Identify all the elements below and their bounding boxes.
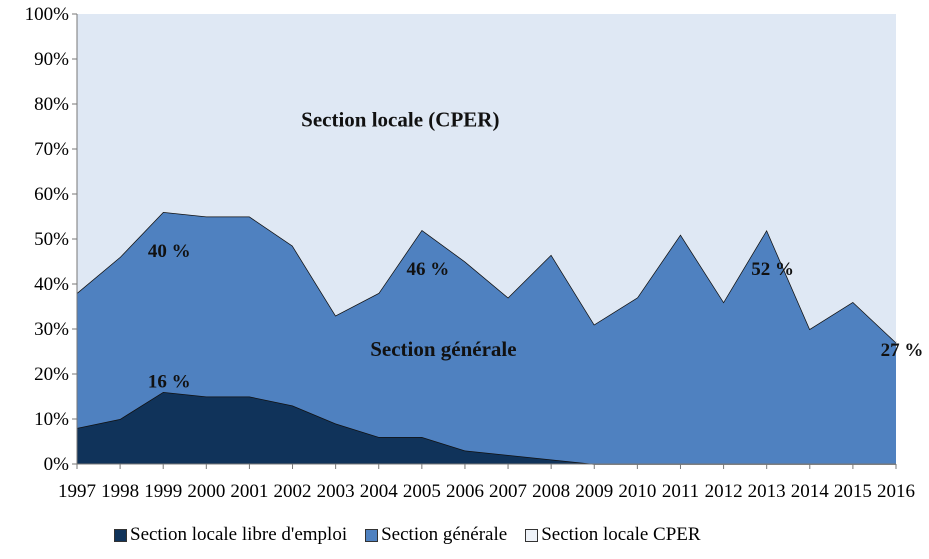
legend-item-generale: Section générale [365,524,507,546]
x-tick-label: 2004 [360,481,399,502]
area-2 [77,14,896,343]
y-tick-label: 60% [34,184,69,205]
legend-swatch [365,528,379,542]
y-tick-label: 50% [34,229,69,250]
y-tick-label: 0% [44,454,70,475]
legend-item-cper: Section locale CPER [525,524,701,546]
y-tick-label: 10% [34,409,69,430]
x-tick-label: 2005 [403,481,441,502]
legend-label: Section générale [381,524,508,545]
x-tick-label: 1997 [58,481,96,502]
legend-swatch [114,528,127,542]
data-label: 52 % [751,259,794,280]
x-tick-label: 2006 [446,481,484,502]
y-tick-label: 100% [25,4,70,25]
x-tick-label: 2001 [230,481,268,502]
legend-item-libre: Section locale libre d'emploi [114,524,347,546]
legend-swatch [525,528,539,542]
x-tick-label: 2007 [489,481,527,502]
x-tick-label: 2012 [705,481,743,502]
data-label: 46 % [406,259,449,280]
x-tick-label: 2002 [274,481,312,502]
data-label: 27 % [881,340,924,361]
area-0 [77,392,896,464]
area-label: Section locale (CPER) [301,108,499,132]
area-1 [77,212,896,464]
y-tick-label: 70% [34,139,69,160]
y-tick-label: 20% [34,364,69,385]
legend-label: Section locale libre d'emploi [130,524,348,545]
x-tick-label: 2016 [877,481,915,502]
x-tick-label: 2010 [618,481,656,502]
legend-label: Section locale CPER [541,524,701,545]
x-tick-label: 2000 [187,481,225,502]
x-tick-label: 2009 [575,481,613,502]
x-tick-label: 2015 [834,481,872,502]
x-tick-label: 2011 [662,481,699,502]
x-tick-label: 2008 [532,481,570,502]
y-tick-label: 40% [34,274,69,295]
x-tick-label: 2013 [748,481,786,502]
x-tick-label: 1998 [101,481,139,502]
y-tick-label: 80% [34,94,69,115]
y-tick-label: 90% [34,49,69,70]
legend: Section locale libre d'emploi Section gé… [114,524,701,546]
y-tick-label: 30% [34,319,69,340]
area-label: Section générale [370,337,516,361]
data-label: 40 % [148,241,191,262]
x-tick-label: 2014 [791,481,830,502]
x-tick-label: 1999 [144,481,182,502]
stacked-area-chart: 0%10%20%30%40%50%60%70%80%90%100%1997 199… [25,4,924,502]
x-tick-label: 2003 [317,481,355,502]
data-label: 16 % [148,372,191,393]
